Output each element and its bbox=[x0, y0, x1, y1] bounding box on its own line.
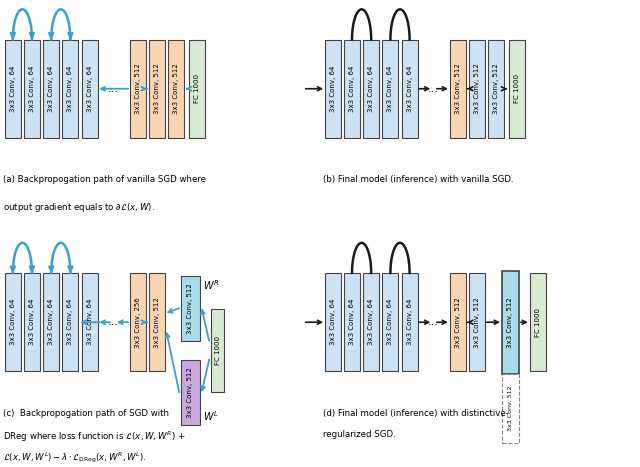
Text: 3x3 Conv, 512: 3x3 Conv, 512 bbox=[474, 64, 480, 114]
Text: 3x3 Conv, 512: 3x3 Conv, 512 bbox=[454, 297, 461, 347]
Bar bbox=[63, 40, 79, 138]
Bar bbox=[63, 273, 79, 371]
Text: 3x3 Conv, 64: 3x3 Conv, 64 bbox=[86, 65, 93, 112]
Bar bbox=[502, 375, 519, 443]
Bar bbox=[344, 273, 360, 371]
Text: 3x3 Conv, 64: 3x3 Conv, 64 bbox=[349, 299, 355, 346]
Text: 3x3 Conv, 64: 3x3 Conv, 64 bbox=[67, 65, 74, 112]
Text: 3x3 Conv, 512: 3x3 Conv, 512 bbox=[154, 297, 160, 347]
Bar bbox=[450, 40, 466, 138]
Text: 3x3 Conv, 512: 3x3 Conv, 512 bbox=[508, 297, 513, 347]
Text: 3x3 Conv, 256: 3x3 Conv, 256 bbox=[134, 297, 141, 347]
Text: 3x3 Conv, 64: 3x3 Conv, 64 bbox=[387, 299, 394, 346]
Text: 3x3 Conv, 64: 3x3 Conv, 64 bbox=[368, 299, 374, 346]
Text: 3x3 Conv, 64: 3x3 Conv, 64 bbox=[29, 65, 35, 112]
Bar bbox=[364, 273, 379, 371]
Text: (d) Final model (inference) with distinctive-: (d) Final model (inference) with distinc… bbox=[323, 409, 509, 417]
Text: output gradient equals to $\partial\mathcal{L}(x, W)$.: output gradient equals to $\partial\math… bbox=[3, 201, 155, 214]
Bar bbox=[180, 276, 200, 341]
Text: ...: ... bbox=[428, 84, 439, 94]
Bar bbox=[82, 273, 97, 371]
Bar bbox=[5, 273, 20, 371]
Bar bbox=[509, 40, 525, 138]
Text: regularized SGD.: regularized SGD. bbox=[323, 430, 396, 439]
Bar bbox=[189, 40, 205, 138]
Text: 3x3 Conv, 512: 3x3 Conv, 512 bbox=[188, 283, 193, 333]
Bar bbox=[5, 40, 20, 138]
Bar bbox=[364, 40, 379, 138]
Bar bbox=[402, 40, 418, 138]
Text: 3x3 Conv, 64: 3x3 Conv, 64 bbox=[330, 65, 336, 112]
Text: 3x3 Conv, 64: 3x3 Conv, 64 bbox=[406, 65, 413, 112]
Text: 3x3 Conv, 64: 3x3 Conv, 64 bbox=[349, 65, 355, 112]
Bar bbox=[325, 40, 341, 138]
Bar bbox=[383, 40, 398, 138]
Bar bbox=[211, 309, 225, 392]
Bar bbox=[44, 40, 60, 138]
Bar bbox=[148, 273, 165, 371]
Bar bbox=[468, 273, 485, 371]
Text: 3x3 Conv, 512: 3x3 Conv, 512 bbox=[508, 386, 513, 432]
Bar bbox=[488, 40, 504, 138]
Bar bbox=[82, 40, 97, 138]
Text: 3x3 Conv, 64: 3x3 Conv, 64 bbox=[10, 65, 16, 112]
Bar bbox=[344, 40, 360, 138]
Bar bbox=[24, 273, 40, 371]
Bar bbox=[168, 40, 184, 138]
Text: 3x3 Conv, 512: 3x3 Conv, 512 bbox=[474, 297, 480, 347]
Text: 3x3 Conv, 64: 3x3 Conv, 64 bbox=[86, 299, 93, 346]
Bar bbox=[468, 40, 485, 138]
Bar bbox=[148, 40, 165, 138]
Text: 3x3 Conv, 64: 3x3 Conv, 64 bbox=[387, 65, 394, 112]
Text: $\boldsymbol{W^L}$: $\boldsymbol{W^L}$ bbox=[204, 409, 219, 423]
Bar bbox=[129, 40, 146, 138]
Bar bbox=[129, 273, 146, 371]
Text: 3x3 Conv, 512: 3x3 Conv, 512 bbox=[173, 64, 179, 114]
Text: FC 1000: FC 1000 bbox=[534, 308, 541, 337]
Text: FC 1000: FC 1000 bbox=[514, 74, 520, 103]
Bar bbox=[180, 360, 200, 425]
Bar bbox=[402, 273, 418, 371]
Text: DReg where loss function is $\mathcal{L}(x, W, W^R)$ +: DReg where loss function is $\mathcal{L}… bbox=[3, 430, 186, 444]
Text: (a) Backpropogation path of vanilla SGD where: (a) Backpropogation path of vanilla SGD … bbox=[3, 175, 206, 184]
Text: 3x3 Conv, 64: 3x3 Conv, 64 bbox=[48, 65, 54, 112]
Text: $\mathcal{L}(x, W, W^L) - \lambda \cdot \mathcal{L}_{\mathrm{DReg}}(x, W^R, W^L): $\mathcal{L}(x, W, W^L) - \lambda \cdot … bbox=[3, 451, 147, 465]
Text: ...: ... bbox=[108, 317, 119, 327]
Text: FC 1000: FC 1000 bbox=[194, 74, 200, 103]
Text: 3x3 Conv, 64: 3x3 Conv, 64 bbox=[330, 299, 336, 346]
Text: 3x3 Conv, 512: 3x3 Conv, 512 bbox=[154, 64, 160, 114]
Text: 3x3 Conv, 64: 3x3 Conv, 64 bbox=[406, 299, 413, 346]
Bar bbox=[24, 40, 40, 138]
Text: 3x3 Conv, 512: 3x3 Conv, 512 bbox=[454, 64, 461, 114]
Text: 3x3 Conv, 64: 3x3 Conv, 64 bbox=[368, 65, 374, 112]
Text: FC 1000: FC 1000 bbox=[214, 336, 221, 365]
Text: 3x3 Conv, 64: 3x3 Conv, 64 bbox=[10, 299, 16, 346]
Bar bbox=[502, 271, 519, 374]
Text: 3x3 Conv, 512: 3x3 Conv, 512 bbox=[188, 367, 193, 417]
Bar bbox=[450, 273, 466, 371]
Bar bbox=[530, 273, 545, 371]
Bar bbox=[383, 273, 398, 371]
Bar bbox=[44, 273, 60, 371]
Text: $\boldsymbol{W^R}$: $\boldsymbol{W^R}$ bbox=[204, 278, 220, 292]
Text: (c)  Backpropogation path of SGD with: (c) Backpropogation path of SGD with bbox=[3, 409, 169, 417]
Text: 3x3 Conv, 64: 3x3 Conv, 64 bbox=[48, 299, 54, 346]
Text: ...: ... bbox=[428, 317, 439, 327]
Text: 3x3 Conv, 64: 3x3 Conv, 64 bbox=[29, 299, 35, 346]
Text: 3x3 Conv, 64: 3x3 Conv, 64 bbox=[67, 299, 74, 346]
Text: 3x3 Conv, 512: 3x3 Conv, 512 bbox=[493, 64, 499, 114]
Text: (b) Final model (inference) with vanilla SGD.: (b) Final model (inference) with vanilla… bbox=[323, 175, 514, 184]
Bar bbox=[325, 273, 341, 371]
Text: 3x3 Conv, 512: 3x3 Conv, 512 bbox=[134, 64, 141, 114]
Text: ...: ... bbox=[108, 84, 119, 94]
